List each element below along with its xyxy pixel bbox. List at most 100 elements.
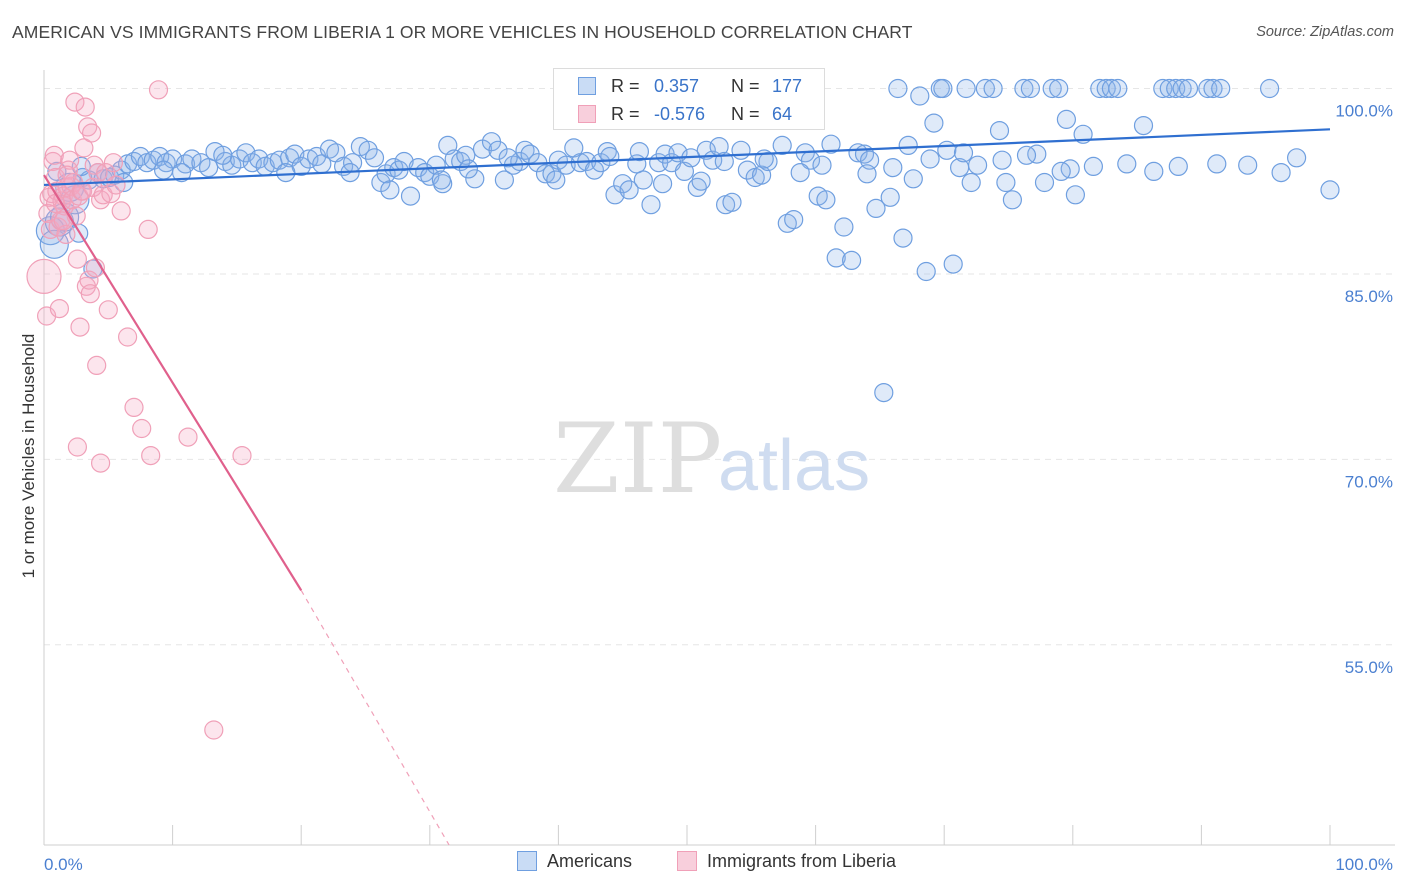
correlation-legend: R = 0.357 N = 177 R = -0.576 N = 64 xyxy=(553,68,825,130)
americans-point xyxy=(488,140,508,160)
x-tick-label: 0.0% xyxy=(44,855,83,874)
americans-point xyxy=(498,148,518,168)
liberia-point xyxy=(138,219,158,239)
americans-point xyxy=(956,78,976,99)
liberia-point xyxy=(90,453,111,473)
liberia-point xyxy=(178,427,198,447)
liberia-point xyxy=(26,258,62,294)
legend-item-liberia[interactable]: Immigrants from Liberia xyxy=(677,851,896,872)
liberia-point xyxy=(65,92,85,112)
americans-point xyxy=(812,155,832,175)
americans-point xyxy=(494,170,514,190)
americans-point xyxy=(629,142,650,162)
y-tick-label: 70.0% xyxy=(1345,472,1393,491)
americans-point xyxy=(722,192,742,212)
americans-point xyxy=(696,140,716,160)
americans-point xyxy=(893,228,913,248)
americans-point xyxy=(1207,154,1227,174)
watermark: ZIP atlas xyxy=(553,403,870,515)
americans-point xyxy=(1049,78,1069,99)
legend-swatch-liberia xyxy=(578,105,596,123)
americans-point xyxy=(1108,78,1128,99)
liberia-point xyxy=(148,80,169,100)
watermark-zip: ZIP xyxy=(553,403,722,515)
americans-point xyxy=(619,180,639,200)
americans-point xyxy=(924,113,944,133)
americans-point xyxy=(937,140,957,160)
americans-point xyxy=(600,146,620,167)
chart-title: AMERICAN VS IMMIGRANTS FROM LIBERIA 1 OR… xyxy=(12,22,913,42)
americans-point xyxy=(1117,154,1137,174)
legend-row-americans: R = 0.357 N = 177 xyxy=(554,74,824,100)
americans-point xyxy=(1027,144,1047,164)
americans-trend-line xyxy=(43,128,1331,187)
americans-point xyxy=(515,140,535,160)
trend-lines xyxy=(43,128,1331,846)
legend-label-liberia: Immigrants from Liberia xyxy=(707,851,897,871)
americans-point xyxy=(996,172,1016,193)
americans-point xyxy=(465,169,485,189)
legend-r-value-liberia: -0.576 xyxy=(654,104,706,124)
liberia-point xyxy=(141,446,161,466)
legend-r-label: R = xyxy=(611,104,640,124)
americans-point xyxy=(714,151,734,172)
y-tick-label: 100.0% xyxy=(1335,102,1393,121)
x-tick-label: 100.0% xyxy=(1335,855,1393,874)
americans-point xyxy=(458,159,478,179)
liberia-point xyxy=(204,720,224,740)
americans-point xyxy=(319,139,340,159)
americans-point xyxy=(821,134,841,154)
americans-point xyxy=(172,163,192,183)
americans-point xyxy=(364,148,385,168)
americans-point xyxy=(841,250,862,270)
liberia-point xyxy=(81,123,102,143)
americans-point xyxy=(384,158,404,178)
liberia-point xyxy=(106,175,126,195)
americans-point xyxy=(916,261,936,282)
americans-point xyxy=(1178,78,1199,99)
americans-point xyxy=(546,170,566,190)
americans-point xyxy=(883,158,903,178)
americans-point xyxy=(1211,78,1231,99)
americans-point xyxy=(866,198,886,218)
legend-item-americans[interactable]: Americans xyxy=(517,851,632,872)
source-label: Source: ZipAtlas.com xyxy=(1256,24,1394,40)
americans-point xyxy=(691,171,711,191)
americans-point xyxy=(431,170,451,190)
americans-point xyxy=(816,190,836,210)
americans-point xyxy=(1271,163,1291,183)
legend-n-label: N = xyxy=(731,104,760,124)
americans-point xyxy=(777,213,797,233)
americans-point xyxy=(731,140,751,160)
americans-point xyxy=(1144,161,1164,181)
americans-point xyxy=(1051,161,1071,181)
americans-point xyxy=(898,135,918,155)
liberia-point xyxy=(72,181,93,201)
liberia-trend-line xyxy=(43,174,303,591)
americans-point xyxy=(276,163,296,183)
x-tick-labels: 0.0% 100.0% xyxy=(44,855,1393,874)
americans-point xyxy=(1101,78,1122,99)
americans-point xyxy=(737,160,758,180)
americans-point xyxy=(1320,180,1340,200)
americans-point xyxy=(641,195,661,215)
liberia-point xyxy=(57,165,77,185)
liberia-point xyxy=(44,145,64,165)
legend-swatch-liberia xyxy=(677,851,697,871)
americans-point xyxy=(1172,78,1192,99)
liberia-point xyxy=(117,327,138,347)
liberia-point xyxy=(87,355,107,375)
americans-point xyxy=(1065,185,1086,205)
americans-point xyxy=(1042,78,1062,99)
watermark-atlas: atlas xyxy=(718,426,870,506)
americans-point xyxy=(967,155,988,175)
legend-swatch-americans xyxy=(517,851,537,871)
liberia-point xyxy=(67,437,88,457)
legend-r-label: R = xyxy=(611,76,640,96)
americans-point xyxy=(1056,109,1077,130)
americans-point xyxy=(380,180,400,200)
americans-point xyxy=(790,163,810,183)
americans-point xyxy=(992,150,1012,170)
americans-point xyxy=(1083,156,1104,176)
